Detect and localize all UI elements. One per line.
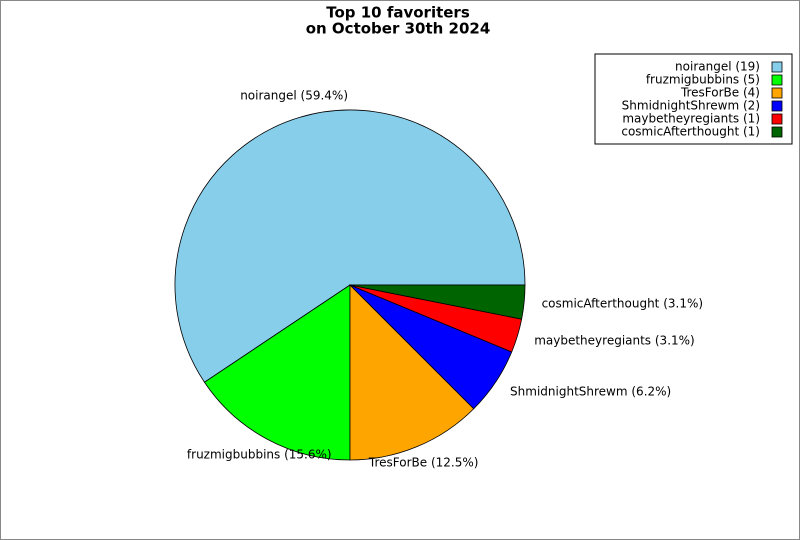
legend-label: noirangel (19) [675, 60, 760, 74]
legend-label: TresForBe (4) [680, 86, 760, 100]
slice-label: TresForBe (12.5%) [368, 455, 479, 469]
slice-label: cosmicAfterthought (3.1%) [542, 296, 703, 310]
pie-slice [349, 284, 526, 320]
slice-label: ShmidnightShrewm (6.2%) [510, 384, 671, 398]
legend-label: cosmicAfterthought (1) [621, 125, 760, 139]
legend-label: maybetheyregiants (1) [622, 112, 760, 126]
chart-title: Top 10 favoriters [326, 4, 470, 22]
pie-slice [203, 284, 351, 461]
pie-slice [174, 109, 526, 383]
slice-label: maybetheyregiants (3.1%) [534, 333, 695, 347]
legend-swatch [771, 126, 783, 138]
legend-swatch [771, 113, 783, 125]
legend-swatch [771, 74, 783, 86]
chart-title: on October 30th 2024 [306, 20, 491, 38]
legend-swatch [771, 100, 783, 112]
legend-swatch [771, 87, 783, 99]
legend-box [594, 53, 793, 145]
slice-label: noirangel (59.4%) [240, 88, 348, 102]
legend-label: ShmidnightShrewm (2) [622, 99, 760, 113]
pie-slice [349, 284, 475, 461]
slice-label: fruzmigbubbins (15.6%) [187, 447, 332, 461]
legend-swatch [771, 61, 783, 73]
legend-label: fruzmigbubbins (5) [646, 73, 760, 87]
